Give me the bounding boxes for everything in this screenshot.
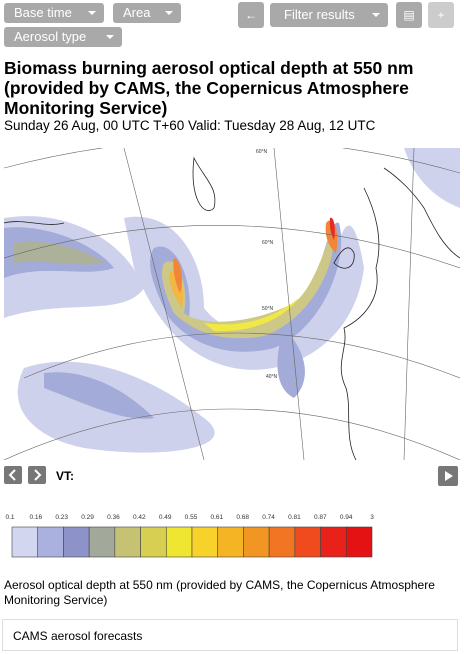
map: 60°N 60°N 50°N 40°N xyxy=(4,148,460,460)
legend-swatch xyxy=(114,526,141,558)
legend-swatch xyxy=(268,526,296,558)
legend-label: 0.23 xyxy=(55,514,68,521)
legend-label: 0.68 xyxy=(236,514,249,521)
footer: CAMS aerosol forecasts xyxy=(2,619,458,651)
legend-swatch xyxy=(243,526,270,558)
next-button[interactable] xyxy=(28,466,46,484)
legend-label: 0.81 xyxy=(288,514,301,521)
legend-swatch xyxy=(88,526,116,558)
legend-label: 0.61 xyxy=(211,514,224,521)
legend-label: 0.42 xyxy=(133,514,146,521)
legend-label: 0.94 xyxy=(340,514,353,521)
legend-swatch xyxy=(320,526,347,558)
legend-label: 0.74 xyxy=(262,514,275,521)
print-button[interactable]: ▤ xyxy=(396,2,422,28)
legend-label: 0.87 xyxy=(314,514,327,521)
prev-button[interactable] xyxy=(4,466,22,484)
area-label: Area xyxy=(123,5,151,20)
back-button[interactable]: ← xyxy=(238,2,264,28)
legend-swatch xyxy=(294,526,321,558)
legend-swatch xyxy=(217,526,244,558)
legend-label: 0.49 xyxy=(159,514,172,521)
area-dropdown[interactable]: Area xyxy=(113,3,181,23)
legend-label: 0.36 xyxy=(107,514,120,521)
lat-label: 60°N xyxy=(256,149,268,155)
legend-label: 0.29 xyxy=(81,514,94,521)
base-time-label: Base time xyxy=(14,5,72,20)
filter-label: Filter results xyxy=(284,7,355,22)
vt-label: VT: xyxy=(56,469,74,483)
lat-label: 60°N xyxy=(262,240,274,246)
aerosol-type-dropdown[interactable]: Aerosol type xyxy=(4,27,122,47)
lat-label: 40°N xyxy=(266,374,278,380)
play-button[interactable] xyxy=(438,466,458,486)
aerosol-type-label: Aerosol type xyxy=(14,29,87,44)
legend-swatch xyxy=(191,526,219,558)
legend-swatch xyxy=(11,526,39,558)
title: Biomass burning aerosol optical depth at… xyxy=(4,58,414,118)
legend-label: 0.16 xyxy=(30,514,43,521)
filter-dropdown[interactable]: Filter results xyxy=(270,3,388,27)
legend-swatch xyxy=(63,526,90,558)
lat-label: 50°N xyxy=(262,306,274,312)
legend: 0.1 0.16 0.23 0.29 0.36 0.42 0.49 0.55 0.61 0.68 0… xyxy=(5,514,374,558)
base-time-dropdown[interactable]: Base time xyxy=(4,3,104,23)
legend-label: 3 xyxy=(370,514,374,521)
subtitle: Sunday 26 Aug, 00 UTC T+60 Valid: Tuesda… xyxy=(4,118,376,133)
nav-bar: VT: xyxy=(0,462,464,492)
legend-swatch xyxy=(37,526,64,558)
legend-swatch xyxy=(345,526,373,558)
legend-swatch xyxy=(140,526,167,558)
caption: Aerosol optical depth at 550 nm (provide… xyxy=(4,578,435,607)
legend-label: 0.1 xyxy=(5,514,14,521)
add-button[interactable]: + xyxy=(428,2,454,28)
legend-swatch xyxy=(165,526,193,558)
legend-label: 0.55 xyxy=(185,514,198,521)
